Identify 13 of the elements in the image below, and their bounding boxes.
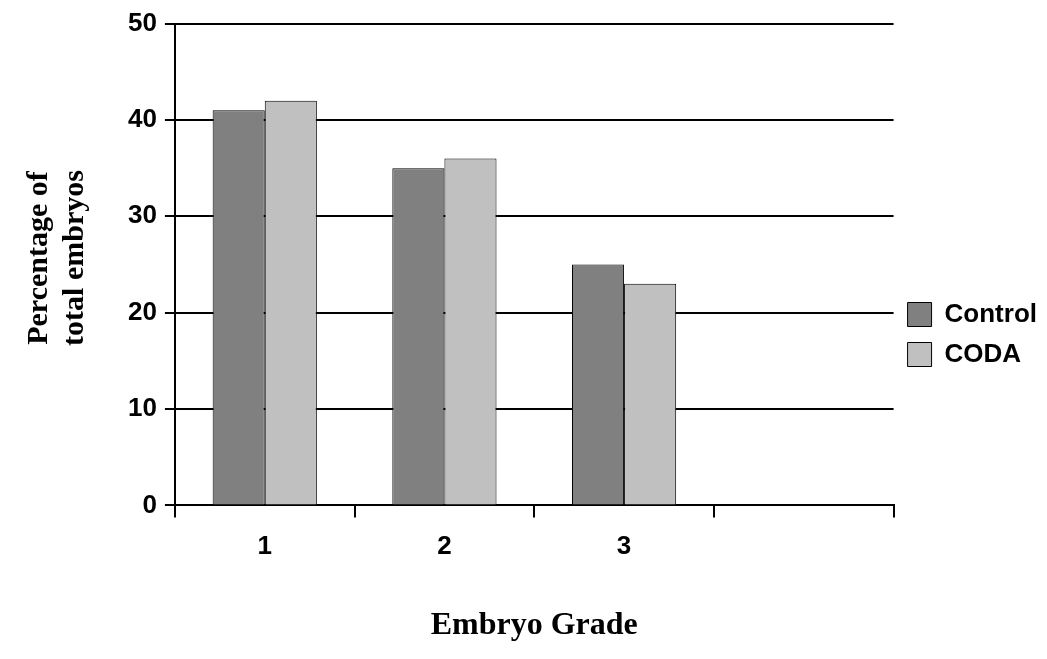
- legend-label: CODA: [944, 337, 1022, 368]
- y-tick-label: 30: [128, 199, 157, 230]
- legend-label: Control: [944, 297, 1037, 328]
- x-tick-label: 1: [257, 530, 272, 561]
- y-axis-title: Percentage of total embryos: [18, 169, 90, 348]
- y-tick-label: 0: [142, 488, 157, 519]
- y-tick-label: 50: [128, 6, 157, 37]
- x-tick-label: 2: [437, 530, 452, 561]
- y-tick-label: 40: [128, 103, 157, 134]
- y-tick-label: 20: [128, 295, 157, 326]
- x-axis-title: Embryo Grade: [430, 605, 638, 642]
- y-tick-label: 10: [128, 392, 157, 423]
- x-tick-label: 3: [616, 530, 632, 561]
